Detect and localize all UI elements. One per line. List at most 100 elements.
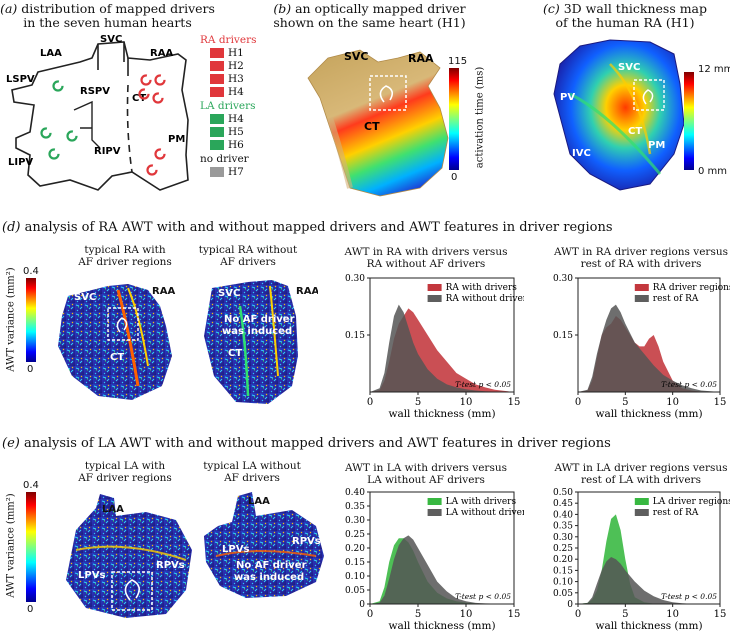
row-e-title: (e) analysis of LA AWT with and without … [2, 436, 611, 451]
colorbar-label: AWT variance (mm²) [5, 267, 17, 372]
la-legend-swatch [210, 126, 224, 137]
label-ct: CT [628, 126, 642, 137]
note-induced: was induced [222, 326, 292, 337]
colorbar-min: 0 [27, 604, 34, 615]
ra-driver-mark [154, 74, 166, 86]
y-tick-label: 0.15 [345, 558, 365, 568]
y-tick-label: 0.35 [553, 522, 573, 532]
chart-e1: 0 5 10 15 0 0.05 0.10 0.15 0.20 0.25 0.30 0.35 0.40 w… [345, 488, 524, 632]
label-ct: CT [364, 120, 380, 133]
panel-b-title: (b) an optically mapped driver shown on … [273, 1, 466, 30]
x-tick-label: 0 [367, 609, 373, 620]
colorbar-max: 0.4 [23, 266, 39, 277]
la-driver-mark [40, 127, 52, 139]
x-axis-label: wall thickness (mm) [595, 620, 702, 632]
x-axis-label: wall thickness (mm) [595, 408, 702, 420]
colorbar-max: 115 [448, 56, 468, 67]
ra-legend-label: H4 [228, 85, 244, 98]
label-lpvs: LPVs [222, 544, 249, 555]
legend-swatch [634, 498, 649, 505]
x-tick-label: 0 [575, 397, 581, 408]
label-lipv: LIPV [8, 157, 33, 168]
chart-d1-title: AWT in RA with drivers versus RA without… [344, 246, 508, 270]
x-tick-label: 10 [460, 609, 473, 620]
ttest-annotation: T-test p < 0.05 [455, 380, 511, 389]
ra-driver-mark [138, 88, 150, 100]
y-tick-label: 0.10 [345, 572, 365, 582]
y-tick-label: 0.15 [553, 566, 573, 576]
heart-d1: SVC RAA CT [58, 284, 175, 400]
panel-c-heart: SVC PV CT IVC PM [553, 39, 685, 191]
legend-swatch [634, 295, 649, 302]
label-rspv: RSPV [80, 86, 110, 97]
heart-d2-title: typical RA without AF drivers [198, 244, 298, 268]
note-no-driver: No AF driver [224, 314, 295, 325]
ra-driver-marks [138, 74, 166, 176]
none-legend-swatch [210, 166, 224, 177]
y-tick-label: 0 [359, 600, 365, 610]
legend-swatch [634, 284, 649, 291]
legend-label: RA with drivers [446, 283, 518, 293]
x-tick-label: 15 [508, 397, 521, 408]
y-tick-label: 0.30 [345, 274, 365, 284]
series-area-1 [578, 557, 720, 604]
y-tick-label: 0.30 [345, 516, 365, 526]
x-tick-label: 0 [367, 397, 373, 408]
x-tick-label: 10 [666, 397, 679, 408]
y-tick-label: 0.05 [345, 586, 365, 596]
x-tick-label: 0 [575, 609, 581, 620]
panel-b-heart: SVC RAA CT [307, 49, 449, 197]
legend-swatch [427, 509, 442, 516]
ra-legend-swatch [210, 60, 224, 71]
ra-driver-mark [146, 164, 158, 176]
ra-legend-label: H3 [228, 72, 244, 85]
x-tick-label: 10 [666, 609, 679, 620]
ra-legend-swatch [210, 47, 224, 58]
chart-e2-title: AWT in LA driver regions versus rest of … [554, 462, 728, 486]
legend-swatch [634, 509, 649, 516]
y-tick-label: 0.15 [553, 331, 573, 341]
ra-legend-item: H4 [210, 85, 260, 98]
septum-line [126, 84, 133, 173]
legend-label: rest of RA [653, 508, 699, 518]
label-lpvs: LPVs [78, 570, 105, 581]
chart-d1: 0 5 10 15 0.15 0.30 wall thickness (mm) RA with… [345, 274, 524, 420]
heart-e1-surface [66, 494, 192, 618]
y-tick-label: 0.35 [345, 502, 365, 512]
label-raa: RAA [408, 52, 434, 65]
y-tick-label: 0.20 [553, 555, 573, 565]
la-legend-item: H5 [210, 125, 260, 138]
series-area-1 [370, 304, 514, 392]
chart-d2-title: AWT in RA driver regions versus rest of … [553, 246, 728, 270]
y-tick-label: 0.30 [553, 533, 573, 543]
label-laa: LAA [248, 496, 270, 507]
x-axis-label: wall thickness (mm) [388, 408, 495, 420]
la-legend-label: H4 [228, 112, 244, 125]
x-tick-label: 15 [714, 609, 727, 620]
note-no-driver: No AF driver [236, 560, 307, 571]
ra-driver-mark [152, 92, 164, 104]
la-legend-swatch [210, 113, 224, 124]
driver-region-box [633, 79, 665, 111]
panel-a-schematic: LAA SVC RAA LSPV RSPV CT RIPV LIPV PM [6, 34, 189, 191]
colorbar-max: 0.4 [23, 480, 39, 491]
legend-label: RA driver regions [653, 283, 730, 293]
ra-legend-swatch [210, 73, 224, 84]
la-driver-mark [48, 148, 60, 160]
note-induced: was induced [234, 572, 304, 583]
row-e-letter: (e) [2, 436, 20, 451]
ra-legend-swatch [210, 86, 224, 97]
ra-legend-item: H3 [210, 72, 260, 85]
awt-colorbar-e [26, 492, 36, 602]
label-laa: LAA [102, 504, 124, 515]
label-laa: LAA [40, 48, 62, 59]
colorbar-label: activation time (ms) [474, 66, 486, 169]
heart-e2: LAA LPVs RPVs No AF driver was induced [204, 492, 324, 598]
x-tick-label: 5 [622, 609, 628, 620]
label-ivc: IVC [572, 148, 591, 159]
heart-d1-surface [58, 284, 172, 400]
y-tick-label: 0.50 [553, 488, 573, 498]
x-tick-label: 15 [508, 609, 521, 620]
thickness-colorbar [684, 72, 694, 170]
x-tick-label: 5 [415, 609, 421, 620]
